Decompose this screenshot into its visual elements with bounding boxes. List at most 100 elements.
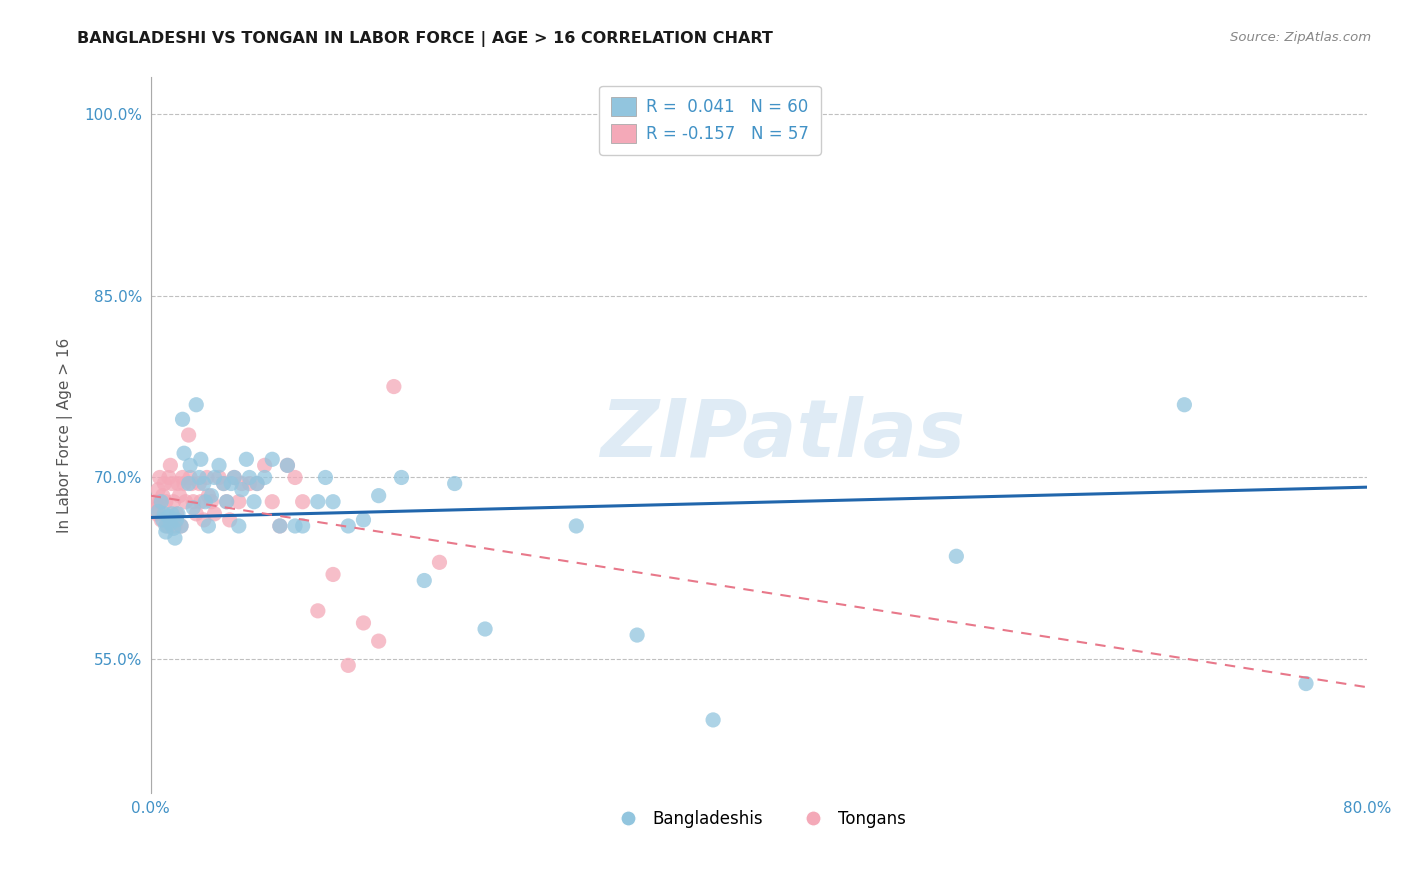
Point [215, 494, 238, 508]
Legend: Bangladeshis, Tongans: Bangladeshis, Tongans [605, 803, 912, 834]
Point [322, 494, 344, 508]
Point [269, 519, 291, 533]
Point [219, 476, 242, 491]
Point [149, 494, 172, 508]
Point [150, 513, 173, 527]
Point [193, 476, 215, 491]
Point [269, 519, 291, 533]
Point [166, 513, 188, 527]
Point [177, 476, 200, 491]
Point [1295, 676, 1317, 690]
Point [179, 470, 201, 484]
Point [157, 470, 180, 484]
Point [167, 476, 190, 491]
Point [173, 476, 195, 491]
Point [169, 489, 191, 503]
Point [353, 615, 375, 630]
Point [284, 519, 307, 533]
Point [181, 500, 204, 515]
Point [224, 470, 246, 484]
Point [218, 513, 240, 527]
Point [626, 628, 648, 642]
Point [197, 519, 219, 533]
Point [145, 507, 167, 521]
Point [166, 507, 188, 521]
Point [159, 458, 181, 473]
Point [337, 519, 360, 533]
Point [291, 519, 314, 533]
Point [208, 470, 231, 484]
Point [172, 412, 194, 426]
Point [246, 476, 269, 491]
Point [148, 500, 170, 515]
Point [167, 507, 190, 521]
Point [153, 507, 176, 521]
Point [177, 428, 200, 442]
Point [228, 494, 250, 508]
Point [276, 458, 298, 473]
Point [443, 476, 465, 491]
Point [152, 513, 174, 527]
Point [163, 531, 186, 545]
Point [143, 494, 166, 508]
Point [382, 379, 405, 393]
Point [212, 476, 235, 491]
Point [174, 494, 197, 508]
Point [429, 555, 451, 569]
Point [179, 458, 201, 473]
Point [367, 489, 389, 503]
Point [238, 476, 260, 491]
Point [159, 516, 181, 531]
Point [367, 634, 389, 648]
Point [149, 470, 172, 484]
Point [276, 458, 298, 473]
Point [565, 519, 588, 533]
Point [322, 567, 344, 582]
Point [204, 507, 226, 521]
Point [172, 470, 194, 484]
Point [190, 452, 212, 467]
Point [253, 458, 276, 473]
Point [180, 476, 202, 491]
Point [188, 476, 211, 491]
Point [215, 494, 238, 508]
Point [148, 504, 170, 518]
Point [200, 489, 222, 503]
Point [307, 494, 329, 508]
Point [188, 470, 211, 484]
Point [212, 476, 235, 491]
Y-axis label: In Labor Force | Age > 16: In Labor Force | Age > 16 [58, 337, 73, 533]
Point [1173, 398, 1195, 412]
Point [197, 489, 219, 503]
Point [204, 470, 226, 484]
Point [262, 452, 284, 467]
Point [314, 470, 336, 484]
Point [262, 494, 284, 508]
Point [155, 524, 177, 539]
Text: ZIPatlas: ZIPatlas [600, 396, 966, 474]
Point [160, 507, 183, 521]
Point [173, 446, 195, 460]
Point [291, 494, 314, 508]
Point [353, 513, 375, 527]
Point [307, 604, 329, 618]
Point [253, 470, 276, 484]
Point [190, 494, 212, 508]
Point [186, 507, 208, 521]
Point [413, 574, 436, 588]
Text: BANGLADESHI VS TONGAN IN LABOR FORCE | AGE > 16 CORRELATION CHART: BANGLADESHI VS TONGAN IN LABOR FORCE | A… [77, 31, 773, 47]
Point [337, 658, 360, 673]
Point [181, 494, 204, 508]
Point [162, 521, 184, 535]
Point [243, 494, 266, 508]
Point [246, 476, 269, 491]
Point [224, 470, 246, 484]
Point [148, 483, 170, 497]
Point [156, 519, 179, 533]
Point [474, 622, 496, 636]
Point [186, 398, 208, 412]
Point [193, 513, 215, 527]
Point [208, 458, 231, 473]
Point [153, 476, 176, 491]
Point [231, 476, 253, 491]
